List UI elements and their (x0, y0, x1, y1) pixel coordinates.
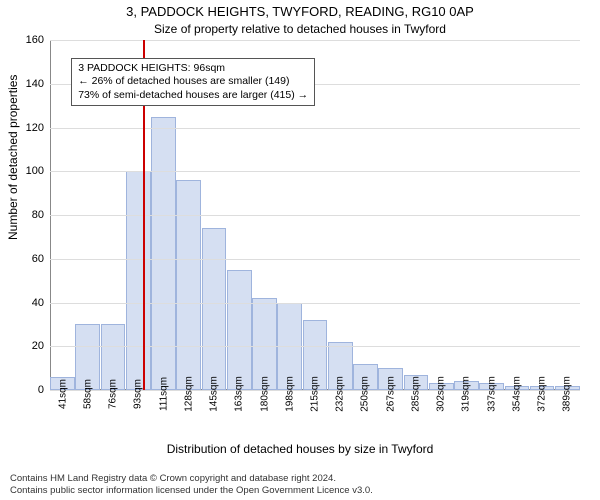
x-tick-label: 76sqm (108, 379, 119, 409)
histogram-bar (126, 171, 151, 390)
chart-figure: 3, PADDOCK HEIGHTS, TWYFORD, READING, RG… (0, 0, 600, 500)
x-tick-label: 285sqm (410, 376, 421, 412)
x-axis-label: Distribution of detached houses by size … (0, 442, 600, 456)
y-axis-label: Number of detached properties (6, 75, 20, 240)
x-tick-label: 198sqm (284, 376, 295, 412)
y-tick-label: 60 (32, 253, 44, 265)
y-tick-label: 140 (26, 78, 44, 90)
grid-line (50, 303, 580, 304)
grid-line (50, 259, 580, 260)
y-tick-label: 80 (32, 209, 44, 221)
x-tick-label: 302sqm (436, 376, 447, 412)
x-tick-label: 180sqm (259, 376, 270, 412)
histogram-bar (176, 180, 201, 390)
x-tick-label: 232sqm (335, 376, 346, 412)
x-tick-label: 128sqm (183, 376, 194, 412)
plot-area: 02040608010012014016041sqm58sqm76sqm93sq… (50, 40, 580, 390)
histogram-bar (151, 117, 176, 390)
annotation-line: ← 26% of detached houses are smaller (14… (78, 75, 308, 89)
grid-line (50, 40, 580, 41)
x-tick-label: 267sqm (385, 376, 396, 412)
chart-title: 3, PADDOCK HEIGHTS, TWYFORD, READING, RG… (0, 4, 600, 19)
annotation-box: 3 PADDOCK HEIGHTS: 96sqm← 26% of detache… (71, 58, 315, 107)
x-tick-label: 41sqm (57, 379, 68, 409)
x-tick-label: 319sqm (461, 376, 472, 412)
x-tick-label: 163sqm (234, 376, 245, 412)
y-tick-label: 120 (26, 122, 44, 134)
x-tick-label: 389sqm (562, 376, 573, 412)
x-tick-label: 337sqm (486, 376, 497, 412)
y-tick-label: 160 (26, 34, 44, 46)
x-tick-label: 58sqm (82, 379, 93, 409)
x-tick-label: 215sqm (310, 376, 321, 412)
x-tick-label: 372sqm (537, 376, 548, 412)
y-tick-label: 100 (26, 165, 44, 177)
footer-line-1: Contains HM Land Registry data © Crown c… (10, 473, 373, 484)
annotation-line: 3 PADDOCK HEIGHTS: 96sqm (78, 62, 308, 76)
y-tick-label: 40 (32, 297, 44, 309)
y-tick-label: 20 (32, 340, 44, 352)
histogram-bar (227, 270, 252, 390)
x-tick-label: 250sqm (360, 376, 371, 412)
x-tick-label: 145sqm (209, 376, 220, 412)
annotation-line: 73% of semi-detached houses are larger (… (78, 89, 308, 103)
grid-line (50, 128, 580, 129)
footer-line-2: Contains public sector information licen… (10, 485, 373, 496)
grid-line (50, 215, 580, 216)
y-tick-label: 0 (38, 384, 44, 396)
x-tick-label: 111sqm (158, 377, 169, 411)
histogram-bar (202, 228, 227, 390)
x-tick-label: 354sqm (511, 376, 522, 412)
grid-line (50, 171, 580, 172)
footer-attribution: Contains HM Land Registry data © Crown c… (10, 473, 373, 496)
chart-subtitle: Size of property relative to detached ho… (0, 22, 600, 36)
grid-line (50, 346, 580, 347)
